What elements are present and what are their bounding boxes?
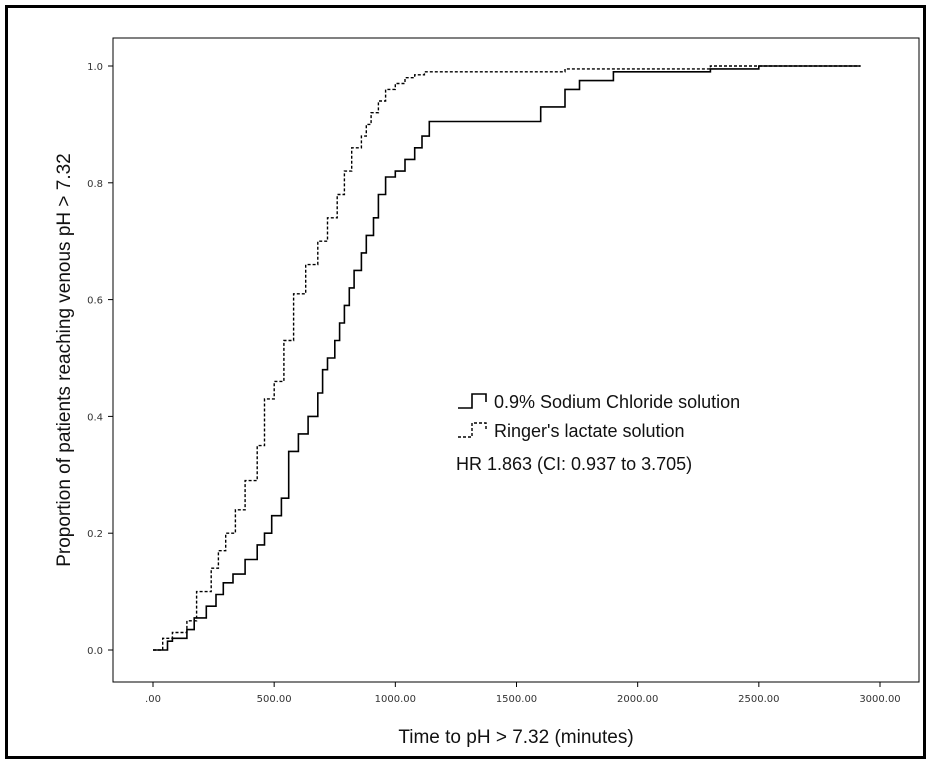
x-tick-label: 2000.00 [617, 694, 658, 705]
x-tick-label: 2500.00 [738, 694, 779, 705]
plot-area [112, 37, 920, 683]
legend: 0.9% Sodium Chloride solution Ringer's l… [456, 392, 740, 474]
legend-symbol-solid [458, 393, 487, 409]
x-tick-label: 1000.00 [375, 694, 416, 705]
y-axis-label: Proportion of patients reaching venous p… [54, 153, 75, 567]
hazard-ratio-annotation: HR 1.863 (CI: 0.937 to 3.705) [456, 454, 692, 474]
figure-frame [5, 5, 926, 759]
y-axis-ticks: 0.0 0.2 0.4 0.6 0.8 1.0 [87, 62, 113, 657]
x-axis-ticks: .00 500.00 1000.00 1500.00 2000.00 2500.00 300… [145, 682, 901, 705]
x-tick-label: 500.00 [257, 694, 292, 705]
y-tick-label: 0.0 [87, 646, 103, 657]
y-tick-label: 0.2 [87, 529, 103, 540]
legend-label-ringers-lactate: Ringer's lactate solution [494, 421, 685, 441]
y-tick-label: 0.6 [87, 296, 103, 307]
y-tick-label: 0.8 [87, 179, 103, 190]
x-tick-label: 1500.00 [496, 694, 537, 705]
x-tick-label: .00 [145, 694, 161, 705]
y-tick-label: 1.0 [87, 62, 103, 73]
legend-symbol-dashed [458, 422, 487, 438]
x-tick-label: 3000.00 [859, 694, 900, 705]
y-tick-label: 0.4 [87, 412, 103, 423]
legend-label-sodium-chloride: 0.9% Sodium Chloride solution [494, 392, 740, 412]
series-group [153, 65, 861, 651]
series-line-sodium-chloride [153, 65, 861, 651]
series-line-ringers-lactate [153, 65, 861, 651]
x-axis-label: Time to pH > 7.32 (minutes) [398, 727, 633, 748]
